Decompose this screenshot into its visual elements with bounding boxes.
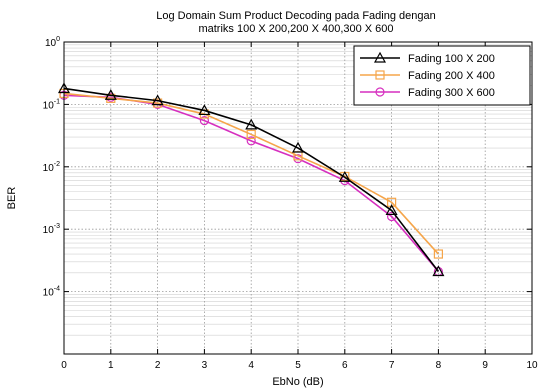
legend-label-fading-200-x-400: Fading 200 X 400 [408, 70, 495, 82]
x-tick-label: 7 [389, 360, 395, 371]
data-point-fading-100-x-200 [151, 94, 164, 106]
x-tick-label: 5 [295, 360, 301, 371]
data-point-fading-100-x-200 [385, 204, 398, 216]
x-tick-label: 10 [526, 360, 538, 371]
x-tick-label: 6 [342, 360, 348, 371]
x-tick-label: 0 [61, 360, 67, 371]
y-tick-label: 10-4 [43, 286, 60, 299]
chart-subtitle: matriks 100 X 200,200 X 400,300 X 600 [198, 23, 393, 35]
data-point-fading-100-x-200 [245, 118, 258, 130]
legend: Fading 100 X 200 Fading 200 X 400 Fading 3… [353, 45, 531, 106]
y-tick-label: 10-1 [43, 98, 60, 111]
data-point-fading-200-x-400 [433, 249, 443, 259]
y-tick-label: 10-3 [43, 223, 60, 236]
data-point-fading-300-x-600 [199, 116, 209, 126]
data-point-fading-200-x-400 [246, 129, 256, 140]
data-point-fading-300-x-600 [246, 136, 256, 146]
y-axis-label: BER [6, 187, 18, 210]
x-tick-label: 1 [108, 360, 114, 371]
x-axis-label: EbNo (dB) [272, 376, 323, 388]
legend-label-fading-100-x-200: Fading 100 X 200 [408, 53, 495, 65]
chart-title: Log Domain Sum Product Decoding pada Fad… [156, 10, 435, 22]
x-tick-label: 9 [482, 360, 488, 371]
x-tick-label: 3 [202, 360, 208, 371]
data-point-fading-100-x-200 [291, 141, 305, 153]
series-line-fading-200-x-400 [63, 92, 439, 255]
data-point-fading-100-x-200 [432, 265, 445, 277]
data-point-fading-100-x-200 [104, 89, 117, 100]
y-tick-label: 10-2 [43, 161, 60, 174]
legend-marker-fading-100-x-200 [373, 51, 387, 63]
x-tick-label: 4 [248, 360, 254, 371]
series-line-fading-100-x-200 [63, 87, 440, 272]
legend-marker-fading-200-x-400 [375, 70, 385, 80]
x-tick-label: 2 [155, 360, 161, 371]
legend-label-fading-300-x-600: Fading 300 X 600 [408, 87, 495, 99]
x-tick-label: 8 [436, 360, 442, 371]
series-group [57, 82, 445, 277]
y-tick-label: 100 [45, 36, 60, 49]
data-point-fading-100-x-200 [198, 104, 211, 116]
data-point-fading-100-x-200 [338, 171, 351, 182]
legend-marker-fading-300-x-600 [375, 87, 385, 97]
